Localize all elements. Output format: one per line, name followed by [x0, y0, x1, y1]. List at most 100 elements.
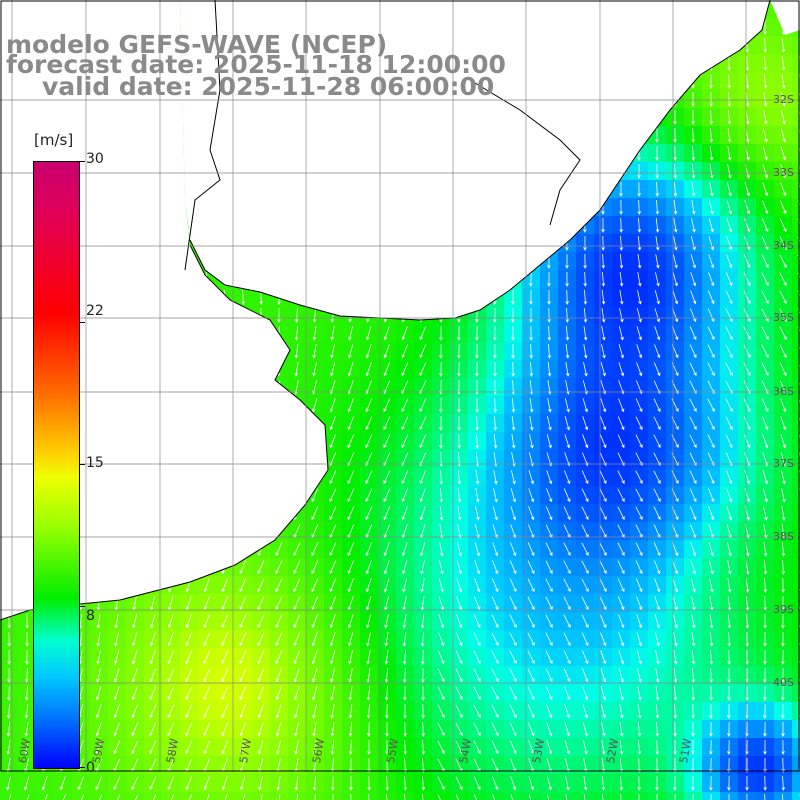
- wind-arrow: [600, 362, 606, 377]
- wind-arrow: [763, 559, 768, 575]
- wind-arrow: [257, 614, 265, 629]
- wind-arrow: [420, 613, 425, 629]
- wind-arrow: [620, 793, 622, 800]
- wind-arrow: [365, 434, 373, 449]
- wind-arrow: [491, 650, 499, 664]
- wind-arrow: [439, 361, 443, 377]
- wind-arrow: [673, 236, 678, 251]
- wind-arrow: [113, 668, 120, 683]
- wind-arrow: [763, 739, 767, 755]
- wind-arrow: [95, 722, 102, 737]
- wind-arrow: [26, 794, 30, 800]
- wind-arrow: [491, 704, 499, 719]
- wind-arrow: [420, 542, 426, 557]
- wind-arrow: [545, 614, 553, 628]
- wind-arrow: [95, 704, 102, 719]
- wind-arrow: [708, 218, 714, 233]
- wind-arrow: [546, 434, 552, 449]
- wind-arrow: [618, 668, 624, 683]
- wind-arrow: [96, 614, 101, 629]
- wind-arrow: [563, 668, 571, 683]
- wind-arrow: [509, 560, 517, 575]
- wind-arrow: [547, 416, 552, 431]
- speed-cell: [486, 792, 504, 800]
- wind-arrow: [260, 794, 263, 800]
- wind-arrow: [117, 794, 121, 800]
- wind-arrow: [727, 721, 731, 737]
- speed-cell: [792, 126, 800, 144]
- wind-arrow: [635, 488, 643, 502]
- wind-arrow: [672, 272, 678, 287]
- wind-arrow: [347, 398, 354, 413]
- wind-arrow: [599, 542, 607, 556]
- wind-arrow: [744, 200, 751, 215]
- wind-arrow: [221, 704, 229, 719]
- wind-arrow: [329, 398, 336, 413]
- wind-arrow: [511, 416, 516, 431]
- wind-arrow: [673, 163, 678, 179]
- wind-arrow: [420, 578, 425, 593]
- wind-arrow: [763, 542, 768, 557]
- wind-arrow: [635, 434, 643, 449]
- wind-arrow: [710, 793, 712, 800]
- wind-arrow: [547, 271, 551, 287]
- wind-arrow: [763, 721, 767, 737]
- speed-cell: [792, 594, 800, 612]
- wind-arrow: [278, 794, 281, 800]
- wind-arrow: [565, 307, 570, 323]
- wind-arrow: [762, 200, 769, 215]
- wind-arrow: [239, 614, 247, 629]
- wind-arrow: [709, 667, 713, 683]
- wind-arrow: [312, 704, 317, 719]
- wind-arrow: [366, 668, 371, 683]
- wind-arrow: [582, 704, 589, 719]
- wind-arrow: [546, 722, 553, 737]
- wind-arrow: [239, 632, 247, 647]
- speed-cell: [180, 792, 198, 800]
- wind-arrow: [385, 775, 390, 791]
- wind-arrow: [637, 722, 642, 737]
- speed-cell: [792, 90, 800, 108]
- wind-arrow: [691, 632, 696, 647]
- wind-arrow: [474, 578, 481, 593]
- wind-arrow: [329, 524, 337, 539]
- wind-arrow: [275, 668, 282, 683]
- wind-arrow: [707, 416, 715, 431]
- wind-arrow: [599, 488, 607, 503]
- wind-arrow: [743, 434, 751, 449]
- wind-arrow: [547, 343, 552, 359]
- wind-arrow: [564, 704, 571, 719]
- wind-arrow: [762, 470, 769, 485]
- wind-arrow: [455, 740, 463, 754]
- wind-arrow: [439, 433, 443, 449]
- wind-arrow: [617, 470, 625, 485]
- wind-arrow: [314, 793, 316, 800]
- wind-arrow: [527, 650, 535, 665]
- wind-arrow: [726, 470, 733, 485]
- wind-arrow: [241, 289, 246, 305]
- wind-arrow: [690, 290, 697, 305]
- speed-cell: [72, 792, 90, 800]
- wind-arrow: [276, 722, 282, 737]
- wind-arrow: [329, 560, 337, 575]
- wind-arrow: [619, 199, 623, 215]
- wind-arrow: [203, 614, 211, 629]
- wind-arrow: [691, 685, 696, 701]
- wind-arrow: [365, 560, 372, 575]
- wind-arrow: [637, 704, 642, 719]
- title-forecast-date: forecast date: 2025-11-18 12:00:00: [6, 50, 506, 79]
- wind-arrow: [203, 722, 211, 737]
- wind-arrow: [529, 434, 534, 449]
- wind-arrow: [690, 578, 696, 593]
- wind-arrow: [527, 722, 535, 737]
- wind-arrow: [203, 650, 211, 665]
- wind-arrow: [691, 757, 695, 773]
- wind-arrow: [527, 704, 535, 719]
- wind-arrow: [673, 739, 677, 755]
- wind-arrow: [366, 685, 371, 701]
- wind-arrow: [617, 560, 625, 575]
- wind-arrow: [727, 703, 731, 719]
- wind-arrow: [781, 92, 786, 107]
- wind-arrow: [673, 703, 678, 719]
- wind-arrow: [419, 398, 427, 413]
